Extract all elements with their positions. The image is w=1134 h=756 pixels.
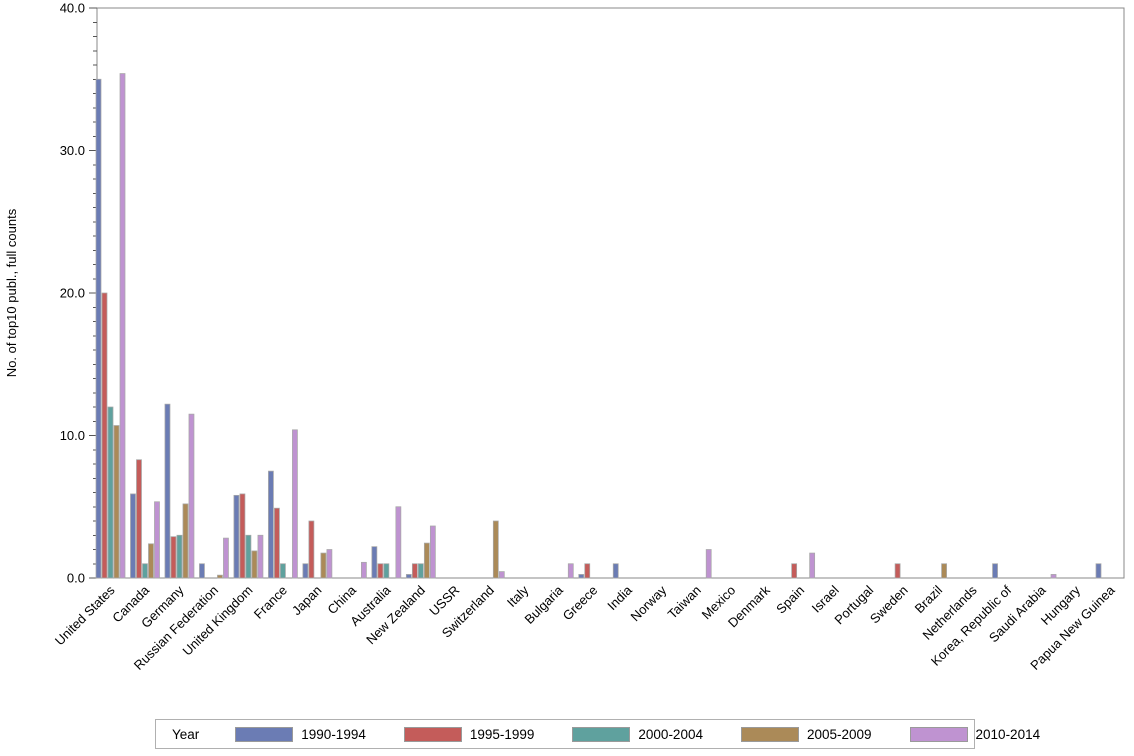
legend-swatch-2000-2004 [572,726,631,742]
bar-2005-2009 [113,425,120,579]
x-tick-label: France [251,583,290,622]
bar-2005-2009 [492,520,499,579]
legend-items: 1990-1994 1995-1999 2000-2004 2005-2009 2010… [235,726,1079,742]
bar-1990-1994 [130,493,136,579]
legend-swatch-2010-2014 [909,726,968,742]
y-tick-label: 30.0 [60,143,85,158]
x-tick-label: Italy [504,582,532,610]
x-tick-label: Portugal [831,582,876,627]
bar-2005-2009 [148,543,154,579]
bar-1990-1994 [302,563,309,579]
bar-2010-2014 [361,561,367,579]
bar-1995-1999 [136,459,142,579]
bar-1990-1994 [164,403,171,579]
bar-1990-1994 [233,494,240,579]
x-tick-label: Sweden [867,583,911,627]
bar-1995-1999 [101,292,108,579]
bar-2010-2014 [223,537,229,579]
bar-2005-2009 [251,550,258,579]
bar-1990-1994 [578,574,585,579]
bar-2005-2009 [182,503,189,579]
plot-border [96,7,1125,579]
bar-1995-1999 [584,563,591,579]
bar-2000-2004 [417,563,424,579]
legend-swatch-1995-1999 [403,726,462,742]
legend-entry-1990-1994: 1990-1994 [235,726,404,742]
bar-1990-1994 [268,470,274,579]
bar-2010-2014 [395,506,402,579]
bar-2010-2014 [188,413,195,579]
bar-2000-2004 [245,534,252,579]
bar-2010-2014 [326,549,333,579]
bar-1990-1994 [199,563,205,579]
bar-2000-2004 [383,563,390,579]
bar-1995-1999 [170,536,177,579]
bar-1990-1994 [992,563,998,579]
y-tick-label: 0.0 [67,571,85,586]
bar-1990-1994 [1095,563,1102,579]
bar-1995-1999 [274,507,280,579]
x-tick-label: United States [52,582,118,648]
x-tick-label: Norway [628,582,670,624]
bar-2005-2009 [423,542,430,579]
y-axis-title: No. of top10 publ., full counts [4,208,19,377]
bar-1995-1999 [791,563,798,579]
legend-label: 2000-2004 [638,726,703,742]
bar-2010-2014 [119,73,126,579]
bar-chart: 0.0 10.0 20.0 30.0 40.0 No. of top10 publ., f… [4,1,1125,673]
legend-entry-1995-1999: 1995-1999 [403,726,573,742]
x-tick-label: Spain [773,583,807,617]
x-tick-label: Bulgaria [522,582,567,627]
y-tick-label: 10.0 [60,428,85,443]
bar-1990-1994 [612,563,619,579]
y-tick-label: 20.0 [60,286,85,301]
bar-2010-2014 [498,571,505,579]
bar-2010-2014 [257,534,264,579]
bar-2000-2004 [280,563,286,579]
bar-1995-1999 [411,563,418,579]
legend-swatch-1990-1994 [235,726,294,742]
bar-1990-1994 [95,78,102,579]
legend-label: 2010-2014 [975,726,1041,742]
legend-label: 1995-1999 [469,726,535,742]
bar-1990-1994 [371,546,378,579]
bar-2005-2009 [320,552,327,579]
bar-2005-2009 [217,574,223,579]
legend-entry-2005-2009: 2005-2009 [740,726,910,742]
bar-2010-2014 [567,563,574,579]
bar-2010-2014 [809,552,816,579]
bar-2010-2014 [292,429,298,579]
bar-1995-1999 [308,520,315,579]
bar-2010-2014 [429,525,436,579]
bar-1995-1999 [377,563,384,579]
bar-2000-2004 [142,563,148,579]
legend: Year 1990-1994 1995-1999 2000-2004 2005-200… [155,719,1040,749]
x-tick-label: India [604,582,635,613]
bar-2000-2004 [107,406,114,579]
bar-2005-2009 [941,563,947,579]
bar-2010-2014 [154,501,160,579]
bar-2010-2014 [1050,574,1057,579]
y-tick-label: 40.0 [60,1,85,16]
legend-entry-2000-2004: 2000-2004 [572,726,741,742]
bar-1995-1999 [239,493,246,579]
legend-label: 1990-1994 [301,726,366,742]
legend-entry-2010-2014: 2010-2014 [909,726,1079,742]
bar-2000-2004 [176,534,183,579]
legend-label: 2005-2009 [806,726,872,742]
x-tick-label: Taiwan [665,583,704,622]
legend-title: Year [172,726,200,742]
x-tick-label: Greece [560,583,601,624]
bar-1990-1994 [405,574,412,579]
bar-1995-1999 [894,563,901,579]
bar-2010-2014 [705,549,712,579]
legend-swatch-2005-2009 [740,726,799,742]
x-tick-label: Japan [289,583,325,619]
